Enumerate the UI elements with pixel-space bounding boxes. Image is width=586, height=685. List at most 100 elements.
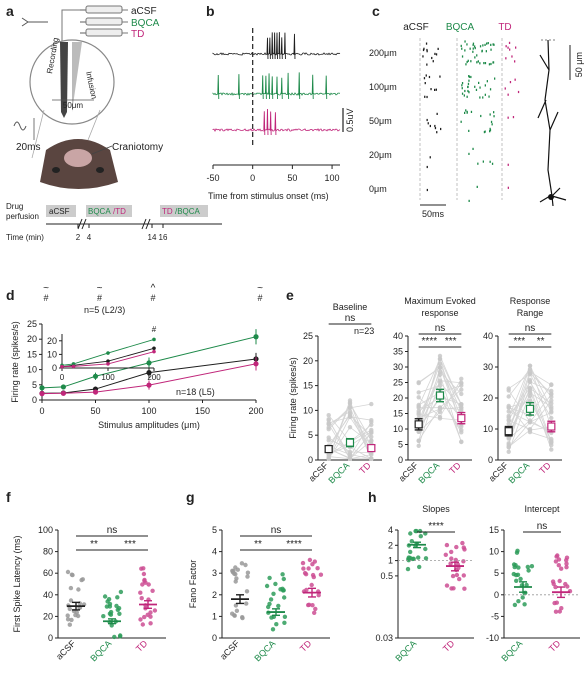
tick-label: 200 [147,373,161,382]
inset-title: n=5 (L2/3) [84,305,125,315]
category-label: aCSF [54,638,78,662]
spike-mark [460,44,462,47]
data-point [267,575,272,581]
data-point [525,564,530,570]
data-point [423,556,429,561]
data-point [443,552,448,557]
y-axis-label: First Spike Latency (ms) [12,535,22,632]
inset-data-point [106,359,110,364]
significance-label: *** [124,539,136,550]
spike-mark [490,48,492,51]
spike-mark [482,44,484,47]
spike-mark [505,45,507,48]
data-point [437,365,443,370]
spike-mark [487,42,489,45]
drug-label: aCSF [131,6,157,17]
stage-label: TD [162,207,173,216]
data-point [268,597,274,602]
mean-marker [345,438,355,447]
spike-mark [466,43,468,46]
spike-mark [439,75,441,78]
spike-mark [271,32,274,60]
spike-mark [489,129,492,132]
panel-label-d: d [6,287,15,303]
tick-label: 20 [43,611,53,621]
panel-label-e: e [286,287,294,303]
spike-mark [476,185,478,188]
tick-label: 0 [494,590,499,600]
n-label: n=23 [354,326,374,336]
data-point [516,565,521,570]
data-point [309,582,314,588]
data-point [564,565,569,570]
data-point [307,557,313,563]
data-point [527,393,533,399]
spike-mark [494,77,496,80]
craniotomy-label: Craniotomy [112,142,163,153]
data-point [146,382,152,388]
chart-title: Range [517,308,544,318]
spike-mark [426,50,428,53]
mean-marker [504,427,513,436]
spike-mark [515,46,517,49]
spike-mark [266,37,269,60]
spike-mark [474,45,476,48]
data-point [527,366,533,372]
spike-mark [507,93,509,96]
spike-mark [311,74,314,100]
tick-label: 150 [195,406,210,416]
data-point [513,572,519,578]
data-point [65,613,70,618]
data-point [138,617,143,622]
data-point [553,584,558,590]
data-point [244,601,249,606]
data-point [311,574,316,580]
stage-label: /BQCA [175,207,201,216]
tick-label: 3 [212,568,217,578]
spike-mark [280,37,283,60]
data-point [527,386,533,391]
tick-label: 50 [90,406,100,416]
spike-mark [468,152,470,155]
spike-mark [426,165,428,169]
spike-mark [508,41,511,44]
significance-label: ~ [97,283,103,294]
tick-label: 1 [388,556,393,566]
tick-label: 4 [87,233,92,242]
mean-marker [547,422,556,431]
y-axis-label: Firing rate (spikes/s) [288,357,298,439]
data-point [73,612,78,618]
tick-label: 14 [148,233,157,242]
spike-mark [423,77,426,80]
data-point [529,564,535,569]
data-point [459,391,464,397]
data-point [282,595,287,600]
data-point [461,573,466,578]
data-point [462,586,467,591]
data-point [557,609,562,614]
data-point [527,379,533,384]
category-label: aCSF [218,638,242,662]
data-point [76,587,81,592]
spike-mark [489,88,492,91]
spike-mark [474,85,476,88]
data-point [409,539,414,544]
data-point [142,614,147,620]
data-point [444,542,450,548]
axis-break [145,218,151,230]
spike-mark [477,60,479,63]
data-point [60,390,66,396]
data-point [310,603,315,608]
data-point [416,412,421,417]
data-point [549,409,554,414]
spike-mark [482,160,484,163]
inset-data-point [152,349,156,354]
spike-mark [274,112,277,136]
spike-mark [434,127,437,130]
category-label: TD [447,460,463,476]
spike-mark [489,130,491,133]
data-point [444,583,450,588]
spike-mark [488,95,490,98]
tick-label: 30 [483,362,493,372]
